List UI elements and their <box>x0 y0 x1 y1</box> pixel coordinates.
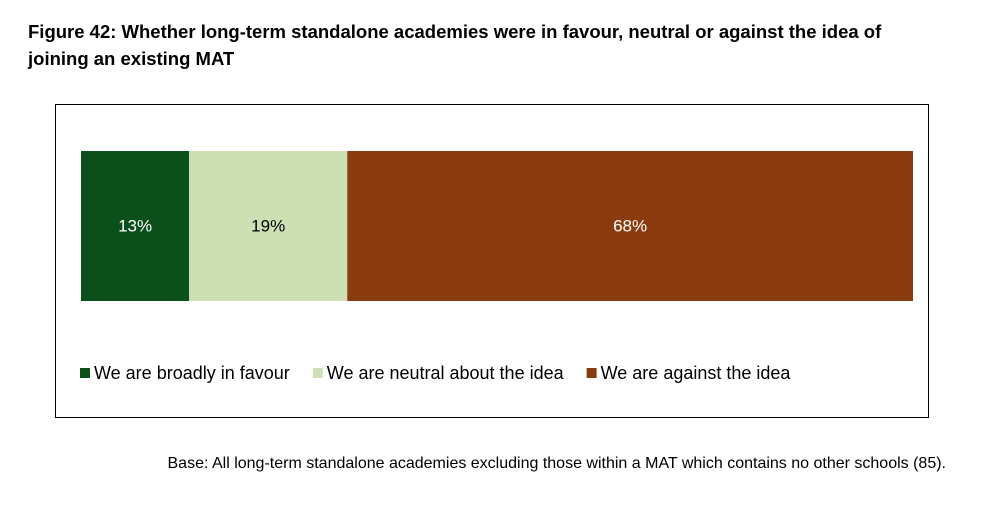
legend-swatch <box>80 368 90 378</box>
value-label: 19% <box>251 216 285 235</box>
legend-label: We are against the idea <box>601 363 792 383</box>
value-label: 68% <box>613 216 647 235</box>
legend-swatch <box>586 368 597 378</box>
bar-segment <box>347 151 913 301</box>
legend-label: We are neutral about the idea <box>327 363 565 383</box>
value-label: 13% <box>118 216 152 235</box>
bar-segment <box>81 151 190 301</box>
bar-segment <box>189 151 348 301</box>
chart-title: Figure 42: Whether long-term standalone … <box>28 21 882 69</box>
chart-frame <box>55 104 929 418</box>
legend-swatch <box>312 368 323 378</box>
legend-label: We are broadly in favour <box>94 363 290 383</box>
base-note: Base: All long-term standalone academies… <box>167 455 947 472</box>
